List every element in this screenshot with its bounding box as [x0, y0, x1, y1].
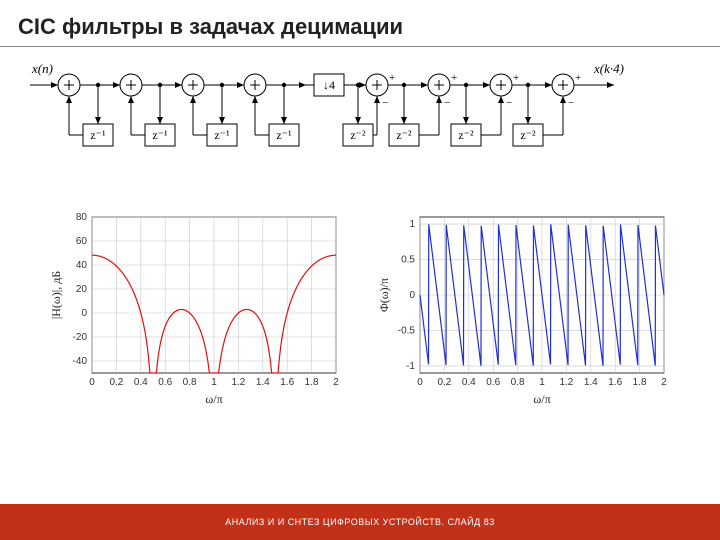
svg-text:0: 0: [89, 377, 95, 388]
svg-text:0: 0: [417, 377, 423, 388]
svg-text:+: +: [451, 72, 457, 84]
svg-text:1.2: 1.2: [559, 377, 573, 388]
svg-text:0: 0: [81, 308, 87, 319]
svg-text:z⁻²: z⁻²: [396, 128, 412, 142]
svg-text:0.6: 0.6: [486, 377, 500, 388]
svg-text:2: 2: [333, 377, 339, 388]
svg-text:-40: -40: [73, 356, 88, 367]
svg-text:+: +: [575, 72, 581, 84]
svg-text:z⁻¹: z⁻¹: [152, 128, 168, 142]
svg-text:z⁻²: z⁻²: [458, 128, 474, 142]
charts-row: 00.20.40.60.811.21.41.61.82-40-200204060…: [18, 207, 702, 407]
svg-text:1.4: 1.4: [256, 377, 270, 388]
svg-text:|H(ω)|, дБ: |H(ω)|, дБ: [49, 271, 63, 319]
svg-text:0.4: 0.4: [134, 377, 148, 388]
block-diagram: x(n) z⁻¹ z⁻¹ z⁻¹ z⁻¹ ↓4 + − z⁻² + − z⁻² + − z⁻² + − z⁻² x(…: [18, 57, 702, 167]
divider: [0, 46, 720, 47]
svg-text:1.8: 1.8: [305, 377, 319, 388]
svg-text:+: +: [513, 72, 519, 84]
svg-text:+: +: [389, 72, 395, 84]
svg-text:1.2: 1.2: [231, 377, 245, 388]
svg-text:z⁻²: z⁻²: [350, 128, 366, 142]
svg-text:Φ(ω)/π: Φ(ω)/π: [377, 278, 391, 312]
svg-text:-0.5: -0.5: [398, 325, 416, 336]
svg-text:1.6: 1.6: [608, 377, 622, 388]
svg-text:0.6: 0.6: [158, 377, 172, 388]
svg-text:x(n): x(n): [31, 61, 53, 76]
svg-text:0: 0: [409, 290, 415, 301]
svg-text:−: −: [382, 97, 388, 109]
svg-text:60: 60: [76, 236, 88, 247]
svg-text:z⁻¹: z⁻¹: [90, 128, 106, 142]
svg-text:-1: -1: [406, 361, 415, 372]
svg-text:ω/π: ω/π: [205, 392, 222, 406]
svg-text:−: −: [444, 97, 450, 109]
page-title: CIC фильтры в задачах децимации: [0, 0, 720, 44]
svg-text:0.8: 0.8: [511, 377, 525, 388]
svg-text:1.8: 1.8: [633, 377, 647, 388]
svg-text:z⁻¹: z⁻¹: [276, 128, 292, 142]
svg-text:40: 40: [76, 260, 88, 271]
magnitude-chart: 0 0.2 0.4 0.6 0.8 1 1.2 1.4 1.6 1.8 2 -40 -20 0 20 40 60…: [46, 207, 346, 407]
svg-text:0.2: 0.2: [109, 377, 123, 388]
svg-text:80: 80: [76, 212, 88, 223]
svg-text:20: 20: [76, 284, 88, 295]
svg-text:1.4: 1.4: [584, 377, 598, 388]
svg-text:z⁻¹: z⁻¹: [214, 128, 230, 142]
svg-text:1.6: 1.6: [280, 377, 294, 388]
footer-text: АНАЛИЗ И И СНТЕЗ ЦИФРОВЫХ УСТРОЙСТВ. СЛА…: [225, 517, 495, 527]
svg-text:ω/π: ω/π: [533, 392, 550, 406]
svg-text:−: −: [568, 97, 574, 109]
svg-text:2: 2: [661, 377, 667, 388]
footer-bar: АНАЛИЗ И И СНТЕЗ ЦИФРОВЫХ УСТРОЙСТВ. СЛА…: [0, 504, 720, 540]
svg-text:0.4: 0.4: [462, 377, 476, 388]
svg-text:0.5: 0.5: [401, 255, 415, 266]
svg-text:1: 1: [211, 377, 217, 388]
svg-text:1: 1: [409, 219, 415, 230]
phase-chart: 0 0.2 0.4 0.6 0.8 1 1.2 1.4 1.6 1.8 2 -1 -0.5 0 0.5 1 ω/…: [374, 207, 674, 407]
svg-text:0.8: 0.8: [183, 377, 197, 388]
svg-text:-20: -20: [73, 332, 88, 343]
svg-text:x(k·4): x(k·4): [593, 61, 624, 76]
svg-text:−: −: [506, 97, 512, 109]
svg-text:0.2: 0.2: [437, 377, 451, 388]
content-area: x(n) z⁻¹ z⁻¹ z⁻¹ z⁻¹ ↓4 + − z⁻² + − z⁻² + − z⁻² + − z⁻² x(…: [0, 57, 720, 504]
svg-text:1: 1: [539, 377, 545, 388]
svg-text:z⁻²: z⁻²: [520, 128, 536, 142]
svg-text:↓4: ↓4: [323, 78, 335, 92]
